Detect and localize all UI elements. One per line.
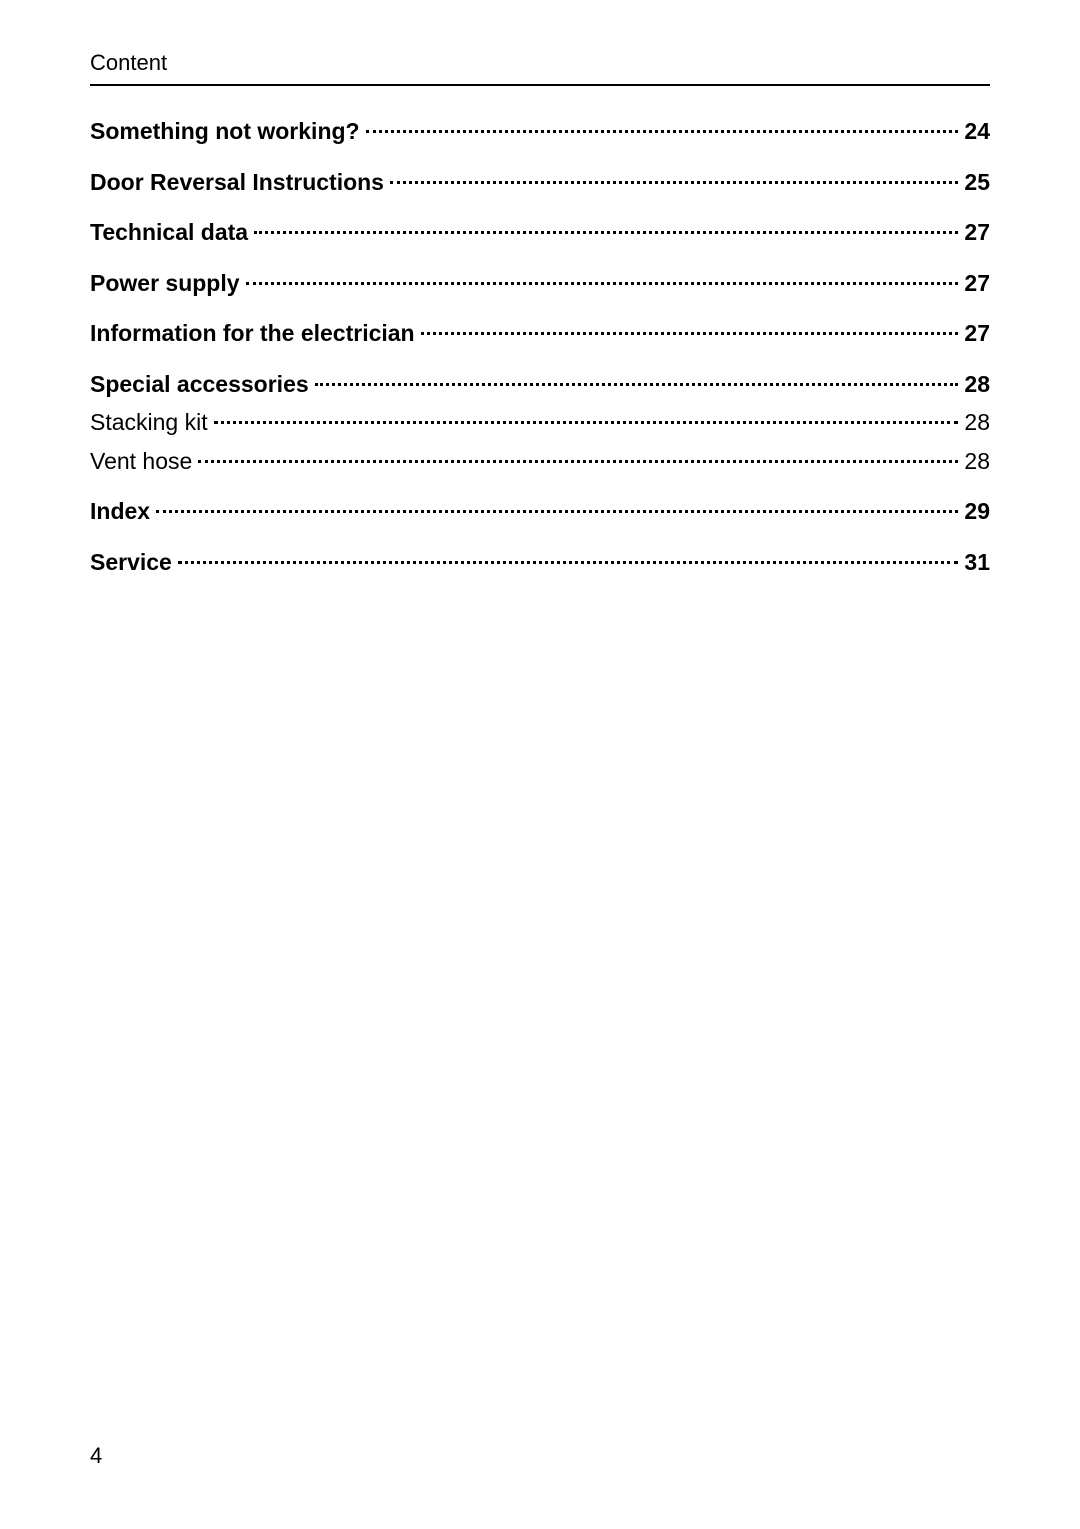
- page-number: 4: [90, 1443, 102, 1469]
- toc-entry: Vent hose 28: [90, 444, 990, 479]
- toc-dots: [315, 383, 959, 386]
- toc-dots: [366, 130, 959, 133]
- toc-entry-page: 29: [964, 494, 990, 529]
- toc-dots: [156, 510, 958, 513]
- toc-dots: [178, 561, 959, 564]
- toc-entry-page: 27: [964, 266, 990, 301]
- toc-entry-label: Special accessories: [90, 367, 309, 402]
- toc-dots: [214, 421, 959, 424]
- toc-entry-page: 28: [964, 367, 990, 402]
- toc-entry-label: Door Reversal Instructions: [90, 165, 384, 200]
- toc-entry-label: Service: [90, 545, 172, 580]
- toc-entry: Information for the electrician 27: [90, 316, 990, 351]
- toc-dots: [254, 231, 958, 234]
- toc-entry: Technical data 27: [90, 215, 990, 250]
- toc-entry-label: Vent hose: [90, 444, 192, 479]
- toc-entry-page: 27: [964, 215, 990, 250]
- toc-entry-page: 28: [964, 405, 990, 440]
- toc-entry-label: Information for the electrician: [90, 316, 415, 351]
- toc-entry-page: 28: [964, 444, 990, 479]
- toc-dots: [198, 460, 958, 463]
- toc-entry-label: Technical data: [90, 215, 248, 250]
- table-of-contents: Something not working? 24 Door Reversal In…: [90, 114, 990, 579]
- toc-entry: Special accessories 28: [90, 367, 990, 402]
- page-header: Content: [90, 50, 990, 86]
- toc-dots: [421, 332, 959, 335]
- toc-dots: [246, 282, 959, 285]
- toc-entry-page: 27: [964, 316, 990, 351]
- toc-entry: Service 31: [90, 545, 990, 580]
- toc-entry-label: Something not working?: [90, 114, 360, 149]
- toc-entry: Door Reversal Instructions 25: [90, 165, 990, 200]
- toc-entry: Something not working? 24: [90, 114, 990, 149]
- toc-entry-label: Power supply: [90, 266, 240, 301]
- toc-entry-page: 25: [964, 165, 990, 200]
- toc-entry: Stacking kit 28: [90, 405, 990, 440]
- toc-dots: [390, 181, 958, 184]
- toc-entry-page: 24: [964, 114, 990, 149]
- header-title: Content: [90, 50, 990, 76]
- toc-entry-label: Index: [90, 494, 150, 529]
- toc-entry: Index 29: [90, 494, 990, 529]
- toc-entry-label: Stacking kit: [90, 405, 208, 440]
- document-page: Content Something not working? 24 Door Rev…: [0, 0, 1080, 1529]
- toc-entry-page: 31: [964, 545, 990, 580]
- toc-entry: Power supply 27: [90, 266, 990, 301]
